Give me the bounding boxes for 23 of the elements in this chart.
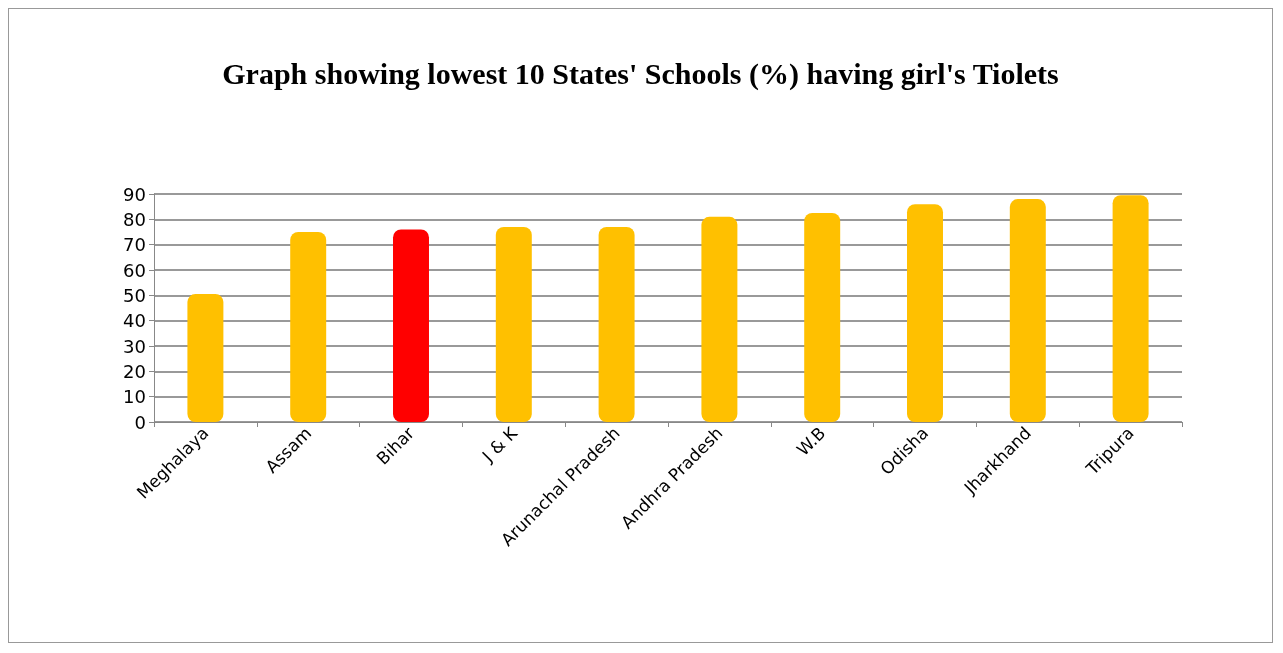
bar [1009,199,1046,422]
y-tick-label: 60 [123,259,146,281]
bar [701,216,738,422]
chart-title: Graph showing lowest 10 States' Schools (%) having girl's Tiolets [222,56,1059,91]
x-tick-label: W.B [792,422,830,460]
y-tick-label: 80 [123,208,146,230]
x-tick-label: J & K [477,422,522,467]
bar [393,229,429,422]
y-tick-label: 20 [123,360,146,382]
bar [598,226,635,422]
y-tick-label: 30 [123,335,146,357]
y-tick-label: 50 [123,284,146,306]
bar [1112,195,1149,422]
y-tick-label: 70 [123,234,146,256]
y-tick-label: 40 [123,310,146,332]
bar [495,226,532,422]
y-tick-label: 0 [134,411,146,433]
bar [804,213,841,422]
bar [187,294,224,422]
bar [290,232,327,422]
y-tick-label: 90 [123,183,146,205]
y-tick-label: 10 [123,386,146,408]
bar [907,204,943,422]
